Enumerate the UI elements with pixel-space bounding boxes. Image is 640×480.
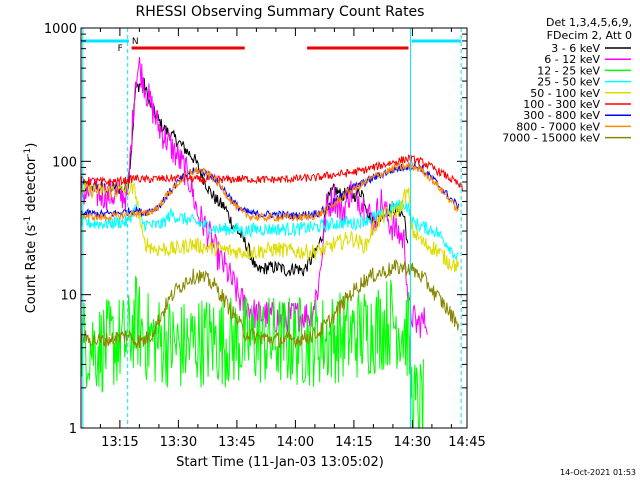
- x-tick-label-3: 14:00: [277, 435, 314, 450]
- timestamp: 14-Oct-2021 01:53: [560, 468, 636, 477]
- info-line-decimation: FDecim 2, Att 0: [547, 29, 632, 42]
- legend-label-6: 300 - 800 keV: [523, 109, 600, 122]
- legend-label-0: 3 - 6 keV: [551, 42, 600, 55]
- night-label: N: [132, 37, 139, 47]
- x-tick-label-6: 14:45: [448, 435, 485, 450]
- legend-label-5: 100 - 300 keV: [523, 98, 600, 111]
- y-axis: 1 10 100 1000: [44, 22, 467, 437]
- legend-label-7: 800 - 7000 keV: [516, 120, 600, 133]
- legend-label-4: 50 - 100 keV: [530, 87, 600, 100]
- x-tick-label-1: 13:30: [160, 435, 197, 450]
- series-line-2: [81, 275, 424, 428]
- y-axis-label-end: ): [24, 143, 39, 148]
- series-line-8: [81, 258, 459, 349]
- series-line-3: [81, 199, 459, 261]
- series-line-7: [81, 161, 459, 223]
- legend-label-1: 6 - 12 keV: [544, 53, 600, 66]
- y-tick-label-3: 1000: [44, 22, 77, 37]
- y-axis-label-main: Count Rate (s: [24, 225, 39, 314]
- y-axis-label-sup1: -1: [23, 216, 33, 225]
- x-tick-label-4: 14:15: [335, 435, 372, 450]
- plot-frame: [80, 27, 468, 429]
- legend-label-2: 12 - 25 keV: [537, 64, 600, 77]
- y-axis-label: Count Rate (s-1 detector-1): [23, 143, 39, 314]
- y-axis-label-sup2: -1: [23, 148, 33, 157]
- info-line-detectors: Det 1,3,4,5,6,9,: [546, 16, 632, 29]
- series-line-4: [81, 181, 459, 273]
- x-tick-label-5: 14:30: [394, 435, 431, 450]
- y-axis-label-mid: detector: [24, 156, 39, 216]
- plot-content: [81, 28, 463, 428]
- y-tick-label-0: 1: [69, 422, 77, 437]
- chart-title: RHESSI Observing Summary Count Rates: [136, 4, 425, 20]
- plot-area: NF: [81, 28, 463, 428]
- y-tick-label-2: 100: [52, 155, 77, 170]
- y-tick-label-1: 10: [60, 289, 77, 304]
- series-line-1: [81, 56, 428, 339]
- x-tick-label-2: 13:45: [218, 435, 255, 450]
- legend-label-8: 7000 - 15000 keV: [502, 132, 600, 145]
- x-axis-label: Start Time (11-Jan-03 13:05:02): [176, 455, 384, 470]
- x-tick-label-0: 13:15: [101, 435, 138, 450]
- legend-label-3: 25 - 50 keV: [537, 76, 600, 89]
- series-line-5: [81, 154, 463, 191]
- x-axis: 13:15 13:30 13:45 14:00 14:15 14:30 14:45: [99, 28, 486, 450]
- flare-label: F: [118, 44, 123, 54]
